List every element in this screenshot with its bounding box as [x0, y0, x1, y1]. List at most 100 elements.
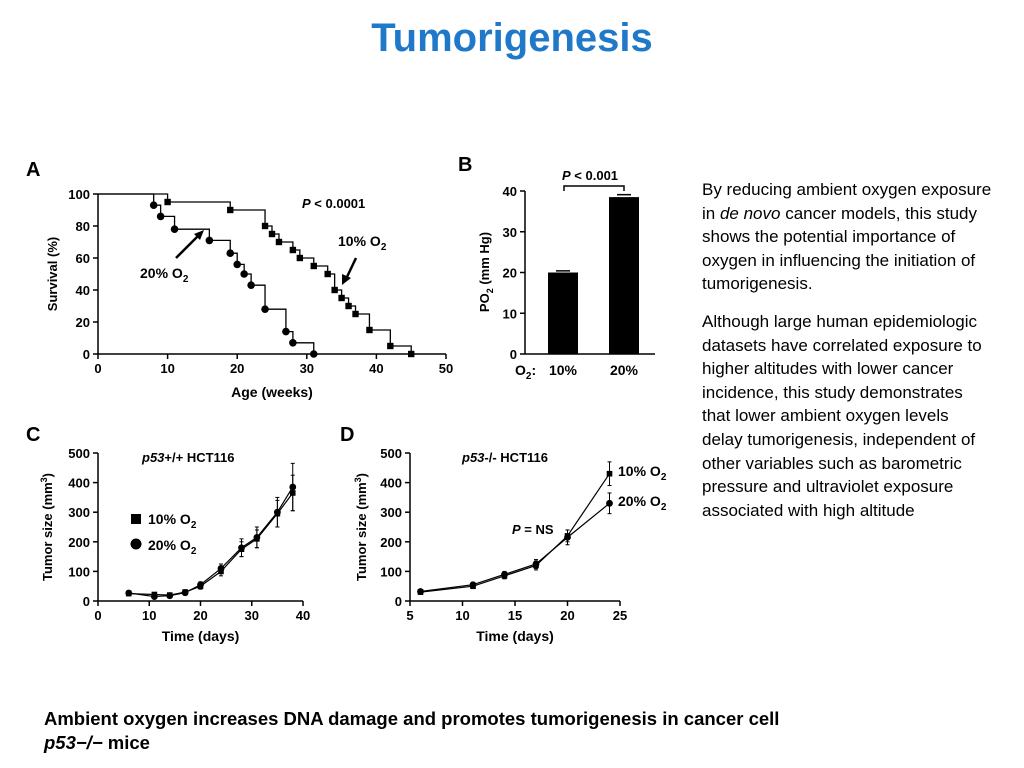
- y-axis-label-a: Survival (%): [45, 237, 60, 311]
- data-point-circle-c: [253, 533, 261, 541]
- data-point-square-a: [338, 294, 345, 302]
- data-point-square-a: [352, 310, 359, 318]
- data-point-square-a: [268, 230, 276, 238]
- y-tick-label-c: 300: [68, 505, 90, 520]
- x-tick-label-a: 0: [94, 361, 101, 376]
- data-point-circle-c: [217, 565, 225, 572]
- y-tick-label-a: 20: [76, 315, 90, 330]
- panel-c-annotations: p53+/+ HCT116 10% O2 20% O2: [130, 450, 235, 557]
- data-point-circle-c: [181, 589, 189, 597]
- x-tick-label-a: 30: [300, 361, 314, 376]
- x-axis-label-d: Time (days): [476, 628, 554, 644]
- data-point-square-a: [261, 222, 269, 230]
- panel-d-annotations: p53-/- HCT116 P = NS 10% O2 20% O2: [461, 450, 667, 537]
- data-point-circle-a: [205, 236, 214, 245]
- growth-line-10-d: [420, 473, 610, 593]
- data-point-square-a: [164, 198, 171, 206]
- legend-square-marker: [131, 514, 141, 524]
- data-point-circle-c: [289, 483, 297, 491]
- data-point-circle-c: [150, 593, 158, 600]
- figure-caption: Ambient oxygen increases DNA damage and …: [44, 708, 780, 753]
- x-tick-label-a: 40: [369, 361, 383, 376]
- panel-letter-d: D: [340, 424, 354, 446]
- data-point-circle-a: [282, 327, 290, 336]
- x-tick-label-d: 25: [613, 608, 627, 623]
- x-tick-label-c: 30: [245, 608, 259, 623]
- data-point-circle-a: [261, 305, 269, 314]
- data-point-circle-c: [125, 589, 133, 597]
- panel-c-title: p53+/+ HCT116: [141, 450, 235, 465]
- y-tick-label-d: 200: [380, 535, 402, 550]
- panel-d-title: p53-/- HCT116: [461, 450, 548, 465]
- y-tick-label-a: 60: [76, 251, 90, 266]
- panel-letter-a: A: [26, 159, 40, 181]
- data-point-circle-d: [501, 570, 508, 578]
- data-point-circle-a: [240, 270, 248, 278]
- data-point-circle-c: [197, 581, 204, 589]
- panel-b-pvalue: P < 0.001: [562, 168, 618, 183]
- y-tick-label-d: 100: [380, 564, 402, 579]
- data-point-square-a: [324, 270, 331, 278]
- panel-c-legend-20: 20% O2: [148, 537, 197, 557]
- y-tick-label-b: 20: [503, 266, 517, 281]
- x-tick-label-a: 50: [439, 361, 453, 376]
- y-tick-label-c: 500: [68, 446, 90, 461]
- x-tick-label-d: 10: [455, 608, 469, 623]
- bar-20%: [609, 197, 639, 354]
- y-tick-label-b: 40: [503, 184, 517, 199]
- panel-c-legend-10: 10% O2: [148, 511, 197, 531]
- side-paragraph-1: By reducing ambient oxygen exposure in d…: [702, 180, 992, 294]
- x-tick-label-c: 20: [193, 608, 207, 623]
- data-point-circle-d: [564, 533, 571, 541]
- y-axis-label-c: Tumor size (mm3): [39, 473, 55, 581]
- y-tick-label-c: 0: [83, 594, 90, 609]
- x-tick-label-d: 20: [560, 608, 574, 623]
- y-tick-label-d: 400: [380, 476, 402, 491]
- x-axis-label-a: Age (weeks): [231, 384, 313, 400]
- data-point-circle-d: [532, 560, 540, 568]
- y-tick-label-c: 100: [68, 564, 90, 579]
- panel-a-annotations: P < 0.0001 10% O2 20% O2: [140, 196, 387, 285]
- data-point-square-a: [366, 326, 373, 334]
- y-tick-label-a: 100: [68, 187, 90, 202]
- x-tick-label-d: 5: [406, 608, 413, 623]
- panel-a-arrow-20: [175, 235, 199, 259]
- data-point-square-a: [387, 342, 394, 350]
- data-point-circle-a: [226, 249, 235, 257]
- data-point-circle-a: [156, 212, 165, 221]
- data-point-circle-d: [606, 499, 613, 507]
- panel-d-pvalue: P = NS: [512, 522, 554, 537]
- panel-a-pvalue: P < 0.0001: [302, 196, 365, 211]
- page-title: Tumorigenesis: [371, 16, 653, 60]
- panel-a-arrowhead-20: [194, 230, 204, 240]
- data-point-circle-a: [233, 260, 241, 269]
- data-point-circle-a: [289, 339, 297, 347]
- data-point-square-d: [606, 470, 613, 477]
- y-tick-label-b: 10: [503, 306, 517, 321]
- legend-circle-marker: [130, 538, 142, 550]
- side-text: By reducing ambient oxygen exposure in d…: [702, 178, 992, 536]
- y-tick-label-a: 40: [76, 283, 90, 298]
- data-point-square-a: [331, 286, 338, 294]
- data-point-square-a: [345, 302, 352, 310]
- x-tick-label-a: 10: [160, 361, 174, 376]
- panel-d-label-20: 20% O2: [618, 493, 667, 513]
- y-tick-label-a: 0: [83, 347, 90, 362]
- x-tick-label-c: 10: [142, 608, 156, 623]
- data-point-circle-a: [170, 225, 179, 233]
- panel-a-label-20: 20% O2: [140, 265, 189, 285]
- x-tick-label-c: 0: [94, 608, 101, 623]
- x-tick-label-d: 15: [508, 608, 522, 623]
- y-tick-label-a: 80: [76, 219, 90, 234]
- y-tick-label-d: 500: [380, 446, 402, 461]
- growth-line-10-c: [128, 492, 294, 596]
- data-point-square-a: [275, 238, 283, 246]
- data-point-circle-c: [273, 508, 281, 516]
- panel-letter-b: B: [458, 154, 472, 176]
- data-point-circle-a: [309, 350, 318, 358]
- data-point-square-a: [289, 246, 297, 254]
- x-axis-prefix-b: O2:: [515, 362, 536, 382]
- survival-curve-20: [98, 193, 315, 354]
- panel-letter-c: C: [26, 424, 40, 446]
